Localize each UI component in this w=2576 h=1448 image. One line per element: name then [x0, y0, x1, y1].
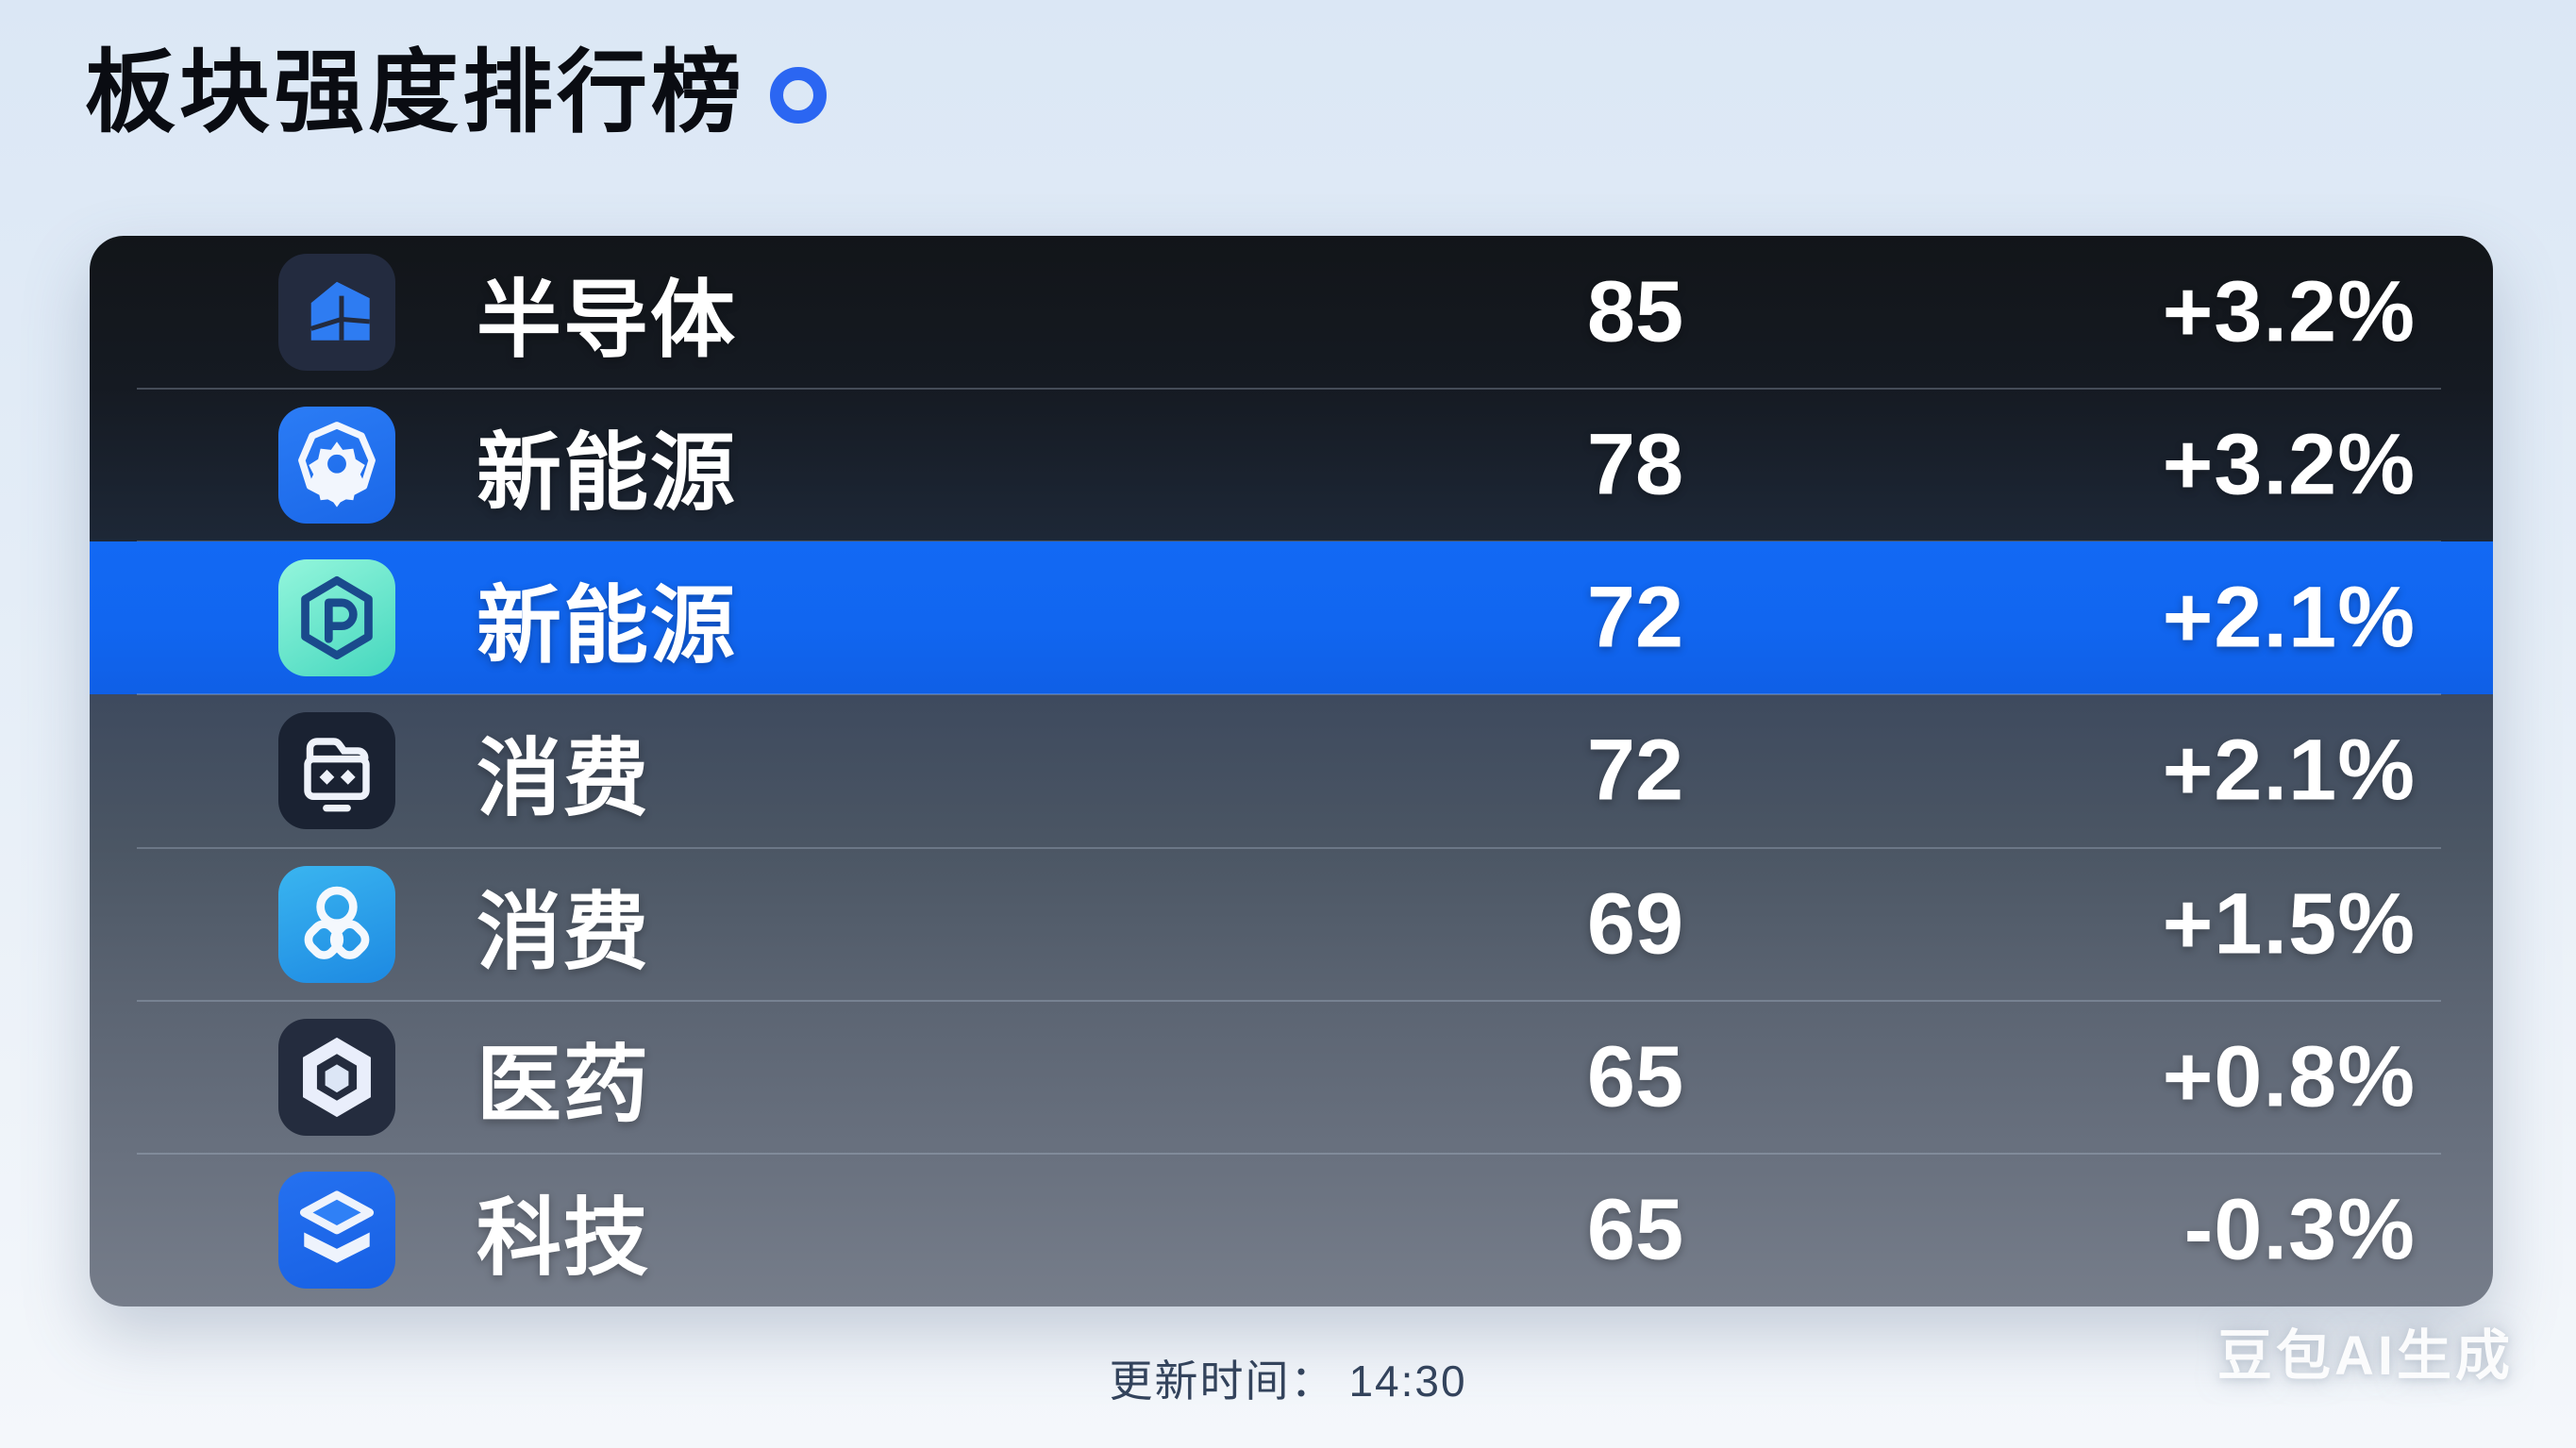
- octagon-gear-icon: [278, 407, 395, 524]
- sector-name: 科技: [477, 1190, 650, 1286]
- title-period-dot-icon: [770, 67, 827, 124]
- hexagon-p-icon: [278, 559, 395, 677]
- sector-name: 半导体: [477, 274, 737, 369]
- change-percent: +3.2%: [2162, 416, 2416, 513]
- change-percent: +2.1%: [2162, 569, 2416, 666]
- ai-watermark: 豆包AI生成: [2216, 1325, 2514, 1387]
- change-percent: +3.2%: [2162, 263, 2416, 360]
- table-row[interactable]: 医药 65 +0.8%: [90, 1001, 2493, 1155]
- strength-score: 65: [1586, 1028, 1684, 1125]
- change-percent: +0.8%: [2162, 1028, 2416, 1125]
- page-title: 板块强度排行榜: [85, 19, 827, 150]
- table-row[interactable]: 消费 72 +2.1%: [90, 694, 2493, 849]
- hexagon-ring-icon: [278, 1018, 395, 1136]
- table-row[interactable]: 半导体 85 +3.2%: [90, 236, 2493, 391]
- sector-name: 医药: [477, 1038, 650, 1133]
- sector-name: 消费: [477, 885, 650, 980]
- update-time-status: 更新时间： 14:30: [0, 1347, 2576, 1409]
- folder-face-icon: [278, 712, 395, 830]
- change-percent: +2.1%: [2162, 722, 2416, 819]
- building-icon: [278, 254, 395, 372]
- strength-score: 65: [1586, 1181, 1684, 1278]
- table-row[interactable]: 消费 69 +1.5%: [90, 848, 2493, 1002]
- page-title-text: 板块强度排行榜: [85, 42, 745, 143]
- sector-name: 消费: [477, 732, 650, 827]
- change-percent: +1.5%: [2162, 875, 2416, 973]
- knot-icon: [278, 865, 395, 983]
- strength-score: 72: [1586, 722, 1684, 819]
- table-row[interactable]: 新能源 72 +2.1%: [90, 541, 2493, 696]
- update-time-value: 14:30: [1348, 1356, 1467, 1406]
- table-row[interactable]: 科技 65 -0.3%: [90, 1154, 2493, 1307]
- layers-icon: [278, 1171, 395, 1289]
- sector-name: 新能源: [477, 579, 737, 674]
- update-time-label: 更新时间：: [1109, 1356, 1336, 1406]
- sector-name: 新能源: [477, 426, 737, 522]
- strength-score: 72: [1586, 569, 1684, 666]
- strength-score: 85: [1586, 263, 1684, 360]
- change-percent: -0.3%: [2183, 1181, 2416, 1278]
- ranking-panel: 半导体 85 +3.2% 新能源 78 +3.2% 新能源 72 +2.1%: [90, 236, 2493, 1307]
- table-row[interactable]: 新能源 78 +3.2%: [90, 389, 2493, 543]
- strength-score: 78: [1586, 416, 1684, 513]
- strength-score: 69: [1586, 875, 1684, 973]
